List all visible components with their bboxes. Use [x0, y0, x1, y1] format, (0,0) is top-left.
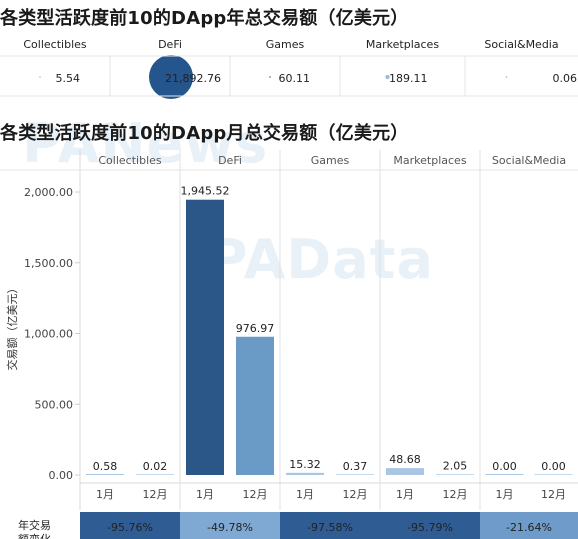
y-tick-label: 2,000.00 — [24, 186, 73, 199]
bar — [186, 199, 224, 475]
top-column-header: Games — [266, 38, 305, 51]
top-value-label: 21,892.76 — [165, 72, 221, 85]
top-column-header: Collectibles — [23, 38, 87, 51]
bar — [236, 336, 274, 475]
x-tick-label: 1月 — [396, 488, 414, 501]
x-tick-label: 1月 — [496, 488, 514, 501]
change-row-label: 年交易 — [18, 518, 51, 532]
bar — [336, 474, 374, 475]
bar-value-label: 1,945.52 — [181, 185, 230, 198]
bar-value-label: 0.00 — [541, 460, 566, 473]
y-tick-label: 1,000.00 — [24, 328, 73, 341]
change-value: -95.76% — [107, 521, 153, 534]
top-column-header: Social&Media — [484, 38, 558, 51]
change-cell — [180, 512, 280, 539]
change-row-label-2: 额变化 — [18, 532, 51, 539]
top-bubble — [39, 76, 41, 78]
change-value: -21.64% — [506, 521, 552, 534]
panel-header: DeFi — [218, 154, 242, 167]
bar — [436, 474, 474, 475]
bar-value-label: 0.37 — [343, 460, 368, 473]
x-tick-label: 1月 — [296, 488, 314, 501]
top-column-header: Marketplaces — [366, 38, 439, 51]
panel-header: Collectibles — [98, 154, 162, 167]
bar-value-label: 2.05 — [443, 460, 468, 473]
bar-value-label: 0.02 — [143, 460, 168, 473]
top-column-header: DeFi — [158, 38, 182, 51]
panel-header: Social&Media — [492, 154, 566, 167]
x-tick-label: 12月 — [443, 488, 468, 501]
bar — [485, 474, 524, 475]
y-tick-label: 1,500.00 — [24, 257, 73, 270]
x-tick-label: 12月 — [343, 488, 368, 501]
top-chart-title: 各类型活跃度前10的DApp年总交易额（亿美元） — [0, 8, 409, 29]
top-value-label: 60.11 — [279, 72, 311, 85]
x-tick-label: 1月 — [96, 488, 114, 501]
panel-header: Marketplaces — [393, 154, 466, 167]
x-tick-label: 12月 — [243, 488, 268, 501]
bar-value-label: 15.32 — [289, 458, 321, 471]
top-bubble — [385, 74, 390, 80]
change-cell — [80, 512, 180, 539]
x-tick-label: 12月 — [143, 488, 168, 501]
change-cell — [380, 512, 480, 539]
bottom-chart-title: 各类型活跃度前10的DApp月总交易额（亿美元） — [0, 123, 409, 144]
y-axis-label: 交易额（亿美元） — [5, 283, 19, 371]
top-value-label: 0.06 — [553, 72, 578, 85]
change-cell — [280, 512, 380, 539]
y-tick-label: 0.00 — [49, 469, 74, 482]
bar — [286, 472, 324, 475]
change-value: -97.58% — [307, 521, 353, 534]
x-tick-label: 12月 — [541, 488, 566, 501]
bar — [86, 474, 124, 475]
top-bubble — [268, 75, 272, 79]
x-tick-label: 1月 — [196, 488, 214, 501]
bar-value-label: 0.58 — [93, 460, 118, 473]
y-tick-label: 500.00 — [35, 398, 74, 411]
top-bubble — [149, 55, 193, 99]
change-value: -49.78% — [207, 521, 253, 534]
bar — [534, 474, 573, 475]
bar — [136, 474, 174, 475]
top-value-label: 189.11 — [389, 72, 428, 85]
bar-value-label: 48.68 — [389, 453, 421, 466]
change-value: -95.79% — [407, 521, 453, 534]
bar-value-label: 976.97 — [236, 322, 275, 335]
bar — [386, 468, 424, 475]
top-bubble — [505, 76, 508, 78]
top-value-label: 5.54 — [56, 72, 81, 85]
bar-value-label: 0.00 — [492, 460, 517, 473]
panel-header: Games — [311, 154, 350, 167]
change-cell — [480, 512, 578, 539]
